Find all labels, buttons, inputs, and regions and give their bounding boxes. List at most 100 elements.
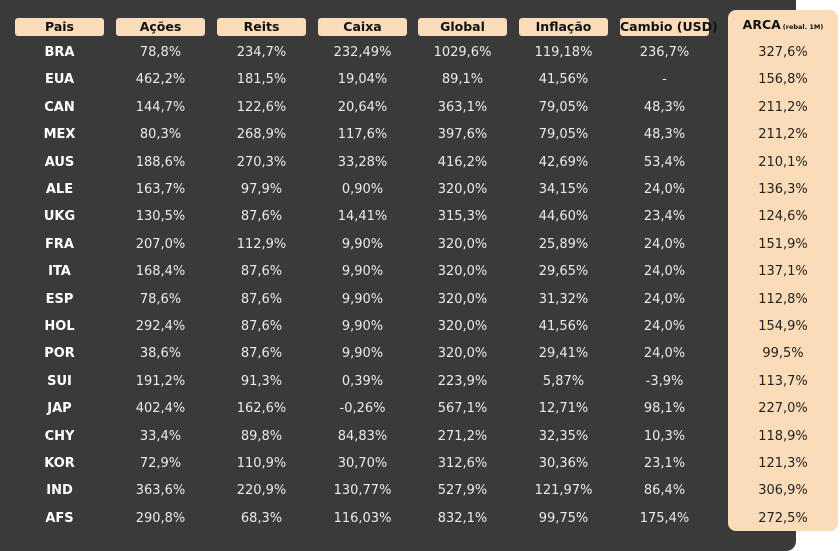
cell-caixa: 232,49%: [333, 45, 392, 60]
cell-reits: 87,6%: [240, 209, 283, 225]
cell-country: ALE: [45, 182, 74, 197]
table-row: IND 363,6% 220,9% 130,77% 527,9% 121,97% 86,4%…: [0, 479, 840, 503]
cell-cambio: 236,7%: [639, 45, 690, 60]
cell-reits: 91,3%: [240, 373, 283, 389]
cell-arca: 121,3%: [758, 456, 808, 471]
header-arca[interactable]: ARCA (rebal. 1M): [728, 17, 838, 32]
cell-global: 320,0%: [437, 236, 488, 252]
cell-country: ITA: [48, 264, 71, 280]
cell-caixa: 116,03%: [333, 510, 392, 526]
cell-cambio: 10,3%: [643, 428, 686, 444]
header-caixa[interactable]: Caixa: [318, 18, 407, 36]
header-reits[interactable]: Reits: [217, 18, 306, 36]
cell-global: 320,0%: [437, 319, 488, 334]
cell-country: UKG: [43, 209, 76, 225]
cell-inflacao: 12,71%: [538, 401, 589, 417]
cell-acoes: 72,9%: [139, 456, 182, 471]
cell-country: BRA: [44, 45, 75, 60]
cell-cambio: 24,0%: [643, 182, 686, 197]
cell-caixa: 33,28%: [337, 154, 388, 170]
cell-country: ESP: [45, 291, 74, 307]
cell-country: JAP: [47, 401, 72, 417]
table-row: HOL 292,4% 87,6% 9,90% 320,0% 41,56% 24,0% 154,…: [0, 315, 840, 339]
cell-reits: 87,6%: [240, 291, 283, 307]
table-row: AUS 188,6% 270,3% 33,28% 416,2% 42,69% 53,4% 21…: [0, 151, 840, 175]
cell-arca: 211,2%: [758, 127, 808, 143]
cell-acoes: 33,4%: [139, 428, 182, 444]
table-row: EUA 462,2% 181,5% 19,04% 89,1% 41,56% - 156,8%: [0, 68, 840, 92]
cell-country: AFS: [45, 510, 74, 526]
cell-global: 315,3%: [437, 209, 488, 225]
cell-reits: 112,9%: [236, 236, 287, 252]
table-row: CAN 144,7% 122,6% 20,64% 363,1% 79,05% 48,3% 21…: [0, 96, 840, 120]
cell-acoes: 363,6%: [135, 483, 186, 499]
cell-global: 320,0%: [437, 291, 488, 307]
cell-global: 320,0%: [437, 264, 488, 280]
cell-inflacao: 44,60%: [538, 209, 589, 225]
cell-arca: 137,1%: [758, 264, 808, 280]
cell-acoes: 292,4%: [135, 319, 186, 334]
table-panel: [0, 0, 796, 551]
cell-caixa: -0,26%: [339, 401, 386, 417]
cell-cambio: -: [662, 72, 667, 88]
cell-country: HOL: [44, 319, 75, 334]
table-row: BRA 78,8% 234,7% 232,49% 1029,6% 119,18% 236,7…: [0, 41, 840, 65]
cell-arca: 211,2%: [758, 99, 808, 115]
cell-reits: 87,6%: [240, 264, 283, 280]
cell-acoes: 462,2%: [135, 72, 186, 88]
header-pais[interactable]: Pais: [15, 18, 104, 36]
cell-caixa: 9,90%: [341, 346, 384, 362]
cell-global: 312,6%: [437, 456, 488, 471]
cell-country: MEX: [43, 127, 76, 143]
cell-cambio: 23,1%: [643, 456, 686, 471]
header-acoes[interactable]: Ações: [116, 18, 205, 36]
cell-global: 223,9%: [437, 373, 488, 389]
cell-reits: 89,8%: [240, 428, 283, 444]
cell-acoes: 80,3%: [139, 127, 182, 143]
cell-cambio: 23,4%: [643, 209, 686, 225]
cell-cambio: 24,0%: [643, 319, 686, 334]
table-row: FRA 207,0% 112,9% 9,90% 320,0% 25,89% 24,0% 151…: [0, 233, 840, 257]
cell-cambio: 86,4%: [643, 483, 686, 499]
header-global[interactable]: Global: [418, 18, 507, 36]
header-cambio[interactable]: Cambio (USD): [620, 18, 718, 36]
cell-country: AUS: [44, 154, 75, 170]
cell-reits: 87,6%: [240, 319, 283, 334]
cell-caixa: 0,39%: [341, 373, 384, 389]
cell-inflacao: 119,18%: [534, 45, 593, 60]
cell-inflacao: 79,05%: [538, 99, 589, 115]
cell-arca: 272,5%: [758, 510, 808, 526]
table-row: CHY 33,4% 89,8% 84,83% 271,2% 32,35% 10,3% 118,…: [0, 425, 840, 449]
cell-caixa: 20,64%: [337, 99, 388, 115]
cell-caixa: 14,41%: [337, 209, 388, 225]
cell-caixa: 9,90%: [341, 236, 384, 252]
cell-inflacao: 29,65%: [538, 264, 589, 280]
cell-arca: 154,9%: [758, 319, 808, 334]
cell-cambio: 175,4%: [639, 510, 690, 526]
header-inflacao[interactable]: Inflação: [519, 18, 608, 36]
cell-reits: 162,6%: [236, 401, 287, 417]
cell-global: 89,1%: [441, 72, 484, 88]
cell-global: 363,1%: [437, 99, 488, 115]
cell-reits: 270,3%: [236, 154, 287, 170]
cell-global: 527,9%: [437, 483, 488, 499]
table-row: ITA 168,4% 87,6% 9,90% 320,0% 29,65% 24,0% 137,…: [0, 260, 840, 284]
cell-country: CAN: [44, 99, 75, 115]
table-row: POR 38,6% 87,6% 9,90% 320,0% 29,41% 24,0% 99,5%: [0, 342, 840, 366]
cell-country: KOR: [44, 456, 75, 471]
arca-column-highlight: [728, 10, 838, 531]
cell-inflacao: 99,75%: [538, 510, 589, 526]
cell-arca: 118,9%: [758, 428, 808, 444]
header-arca-label: ARCA: [742, 17, 781, 32]
cell-global: 567,1%: [437, 401, 488, 417]
header-arca-subtitle: (rebal. 1M): [782, 23, 824, 31]
cell-cambio: 98,1%: [643, 401, 686, 417]
table-row: ALE 163,7% 97,9% 0,90% 320,0% 34,15% 24,0% 136,…: [0, 178, 840, 202]
cell-reits: 97,9%: [240, 182, 283, 197]
cell-inflacao: 41,56%: [538, 319, 589, 334]
cell-reits: 110,9%: [236, 456, 287, 471]
cell-acoes: 402,4%: [135, 401, 186, 417]
cell-acoes: 191,2%: [135, 373, 186, 389]
cell-global: 271,2%: [437, 428, 488, 444]
cell-arca: 306,9%: [758, 483, 808, 499]
